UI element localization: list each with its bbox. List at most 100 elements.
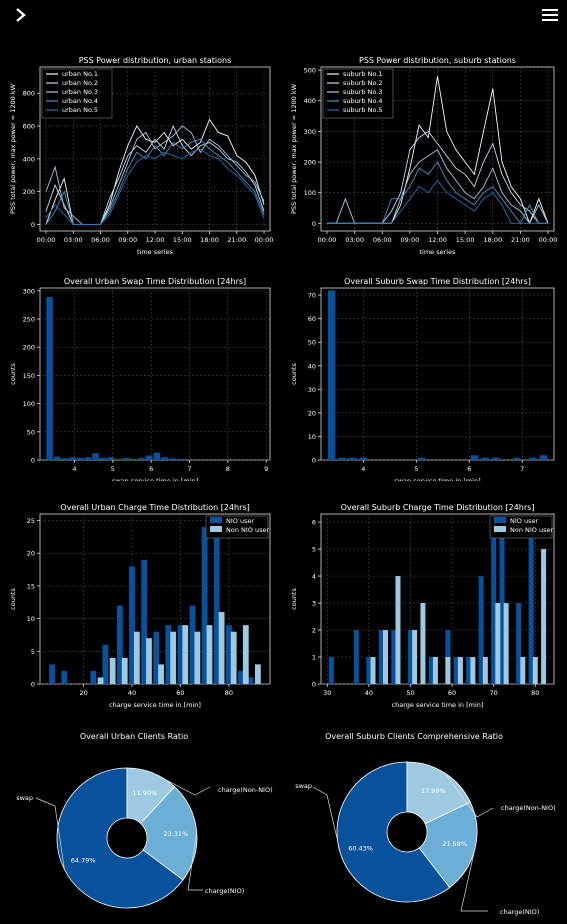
- y-tick-label: 400: [23, 155, 35, 163]
- histogram-bar: [539, 455, 548, 460]
- non-nio-user-bar: [170, 631, 177, 684]
- pie-slice: [418, 801, 478, 889]
- x-tick-label: 20: [79, 689, 87, 697]
- histogram-bar: [61, 458, 69, 460]
- chart-urban-power-distribution: PSS Power distribution, urban stations ti…: [9, 56, 274, 256]
- pie-category-label: swap: [16, 794, 33, 802]
- nio-user-bar: [201, 527, 208, 684]
- x-tick-label: 09:00: [401, 236, 420, 244]
- x-tick-label: 21:00: [227, 236, 246, 244]
- chart-title: Overall Urban Charge Time Distribution […: [60, 503, 249, 512]
- histogram-bar: [492, 457, 500, 460]
- x-tick-label: 18:00: [483, 236, 502, 244]
- histogram-bar: [130, 458, 138, 460]
- non-nio-user-bar: [97, 677, 104, 684]
- x-tick-label: 15:00: [173, 236, 192, 244]
- x-tick-label: 12:00: [428, 236, 447, 244]
- pie-leader-line: [187, 831, 203, 891]
- x-tick-label: 60: [448, 689, 456, 697]
- y-tick-label: 20: [27, 550, 35, 558]
- y-tick-label: 600: [23, 123, 35, 131]
- legend-label: NIO user: [226, 517, 254, 525]
- histogram-bar: [327, 290, 336, 460]
- y-tick-label: 800: [23, 90, 35, 98]
- histogram-bar: [46, 297, 53, 460]
- y-tick-label: 150: [23, 372, 35, 380]
- nio-user-bar: [328, 657, 334, 684]
- nio-user-bar: [378, 630, 384, 684]
- histogram-bar: [168, 458, 176, 460]
- back-button[interactable]: [12, 6, 32, 24]
- menu-button[interactable]: [541, 6, 559, 24]
- y-tick-label: 200: [23, 188, 35, 196]
- plot-frame: [320, 287, 555, 461]
- non-nio-user-bar: [242, 625, 249, 684]
- nio-user-bar: [453, 657, 459, 684]
- y-axis-label: counts: [290, 588, 298, 610]
- x-tick-label: 6: [467, 465, 471, 473]
- legend-swatch: [210, 517, 222, 523]
- x-axis-label: charge service time in [min]: [392, 701, 484, 709]
- nio-user-bar: [478, 576, 484, 684]
- chart-title: Overall Suburb Swap Time Distribution [2…: [344, 277, 531, 286]
- chart-suburb-swap-time: Overall Suburb Swap Time Distribution [2…: [290, 277, 555, 481]
- non-nio-user-bar: [395, 576, 401, 684]
- y-tick-label: 0: [312, 220, 316, 228]
- nio-user-bar: [141, 559, 148, 684]
- top-bar: [0, 0, 567, 30]
- chart-title: Overall Urban Clients Ratio: [80, 732, 188, 741]
- non-nio-user-bar: [495, 603, 501, 684]
- nio-user-bar: [391, 630, 397, 684]
- nio-user-bar: [153, 631, 160, 684]
- y-tick-label: 60: [308, 315, 316, 323]
- y-tick-label: 200: [23, 344, 35, 352]
- non-nio-user-bar: [470, 657, 476, 684]
- histogram-bar: [92, 453, 99, 460]
- x-tick-label: 30: [323, 689, 331, 697]
- histogram-bar: [513, 457, 521, 460]
- pie-slice: [406, 761, 471, 825]
- y-tick-label: 400: [304, 97, 316, 105]
- nio-user-bar: [225, 625, 232, 684]
- pie-category-label: charge(Non-NIO): [218, 786, 273, 794]
- pie-percent-label: 17.99%: [421, 787, 446, 795]
- x-tick-label: 00:00: [255, 236, 274, 244]
- y-axis-label: counts: [290, 363, 298, 385]
- x-axis-label: swap service time in [min]: [394, 477, 480, 481]
- nio-user-bar: [353, 630, 359, 684]
- x-tick-label: 9: [264, 465, 268, 473]
- x-tick-label: 80: [531, 689, 539, 697]
- pie-leader-line: [312, 786, 342, 855]
- non-nio-user-bar: [121, 657, 128, 684]
- x-tick-label: 03:00: [345, 236, 364, 244]
- chart-title: PSS Power distribution, urban stations: [79, 56, 232, 65]
- nio-user-bar: [189, 605, 196, 684]
- nio-user-bar: [116, 605, 123, 684]
- nio-user-bar: [177, 625, 184, 684]
- legend-label: suburb No.3: [343, 88, 383, 96]
- non-nio-user-bar: [420, 603, 426, 684]
- pie-category-label: charge(NIO): [500, 908, 539, 916]
- histogram-bar: [107, 457, 115, 460]
- histogram-bar: [161, 457, 168, 460]
- legend-label: suburb No.1: [343, 70, 383, 78]
- nio-user-bar: [213, 533, 220, 684]
- x-tick-label: 8: [226, 465, 230, 473]
- histogram-bar: [359, 457, 368, 460]
- x-tick-label: 18:00: [200, 236, 219, 244]
- nio-user-bar: [499, 522, 505, 684]
- x-tick-label: 50: [406, 689, 414, 697]
- legend-label: suburb No.4: [343, 97, 383, 105]
- pie-leader-line: [460, 848, 488, 912]
- legend-label: urban No.1: [62, 70, 98, 78]
- series-line: [327, 179, 548, 224]
- nio-user-bar: [238, 670, 244, 684]
- nio-user-bar: [466, 657, 472, 684]
- pie-leader-line: [35, 797, 65, 870]
- y-tick-label: 0: [31, 681, 35, 689]
- nio-user-bar: [165, 625, 172, 684]
- y-tick-label: 200: [304, 159, 316, 167]
- legend-swatch: [494, 526, 506, 532]
- legend-label: urban No.2: [62, 79, 98, 87]
- x-tick-label: 03:00: [64, 236, 83, 244]
